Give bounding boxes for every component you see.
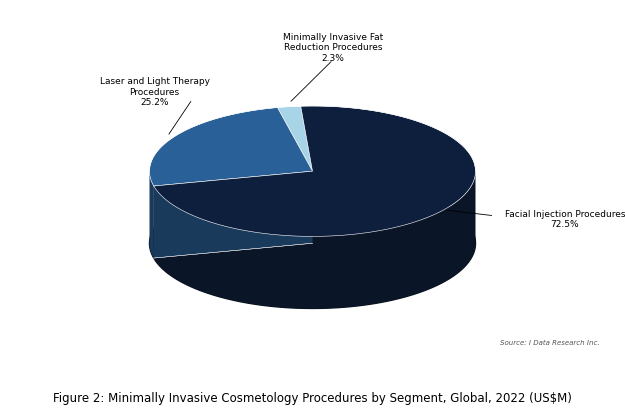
Polygon shape — [278, 106, 312, 171]
Text: Minimally Invasive Fat
Reduction Procedures
2.3%: Minimally Invasive Fat Reduction Procedu… — [283, 33, 383, 63]
Text: Source: I Data Research Inc.: Source: I Data Research Inc. — [501, 339, 600, 346]
Polygon shape — [154, 171, 476, 308]
Polygon shape — [149, 171, 154, 258]
Text: Laser and Light Therapy
Procedures
25.2%: Laser and Light Therapy Procedures 25.2% — [99, 77, 209, 107]
Polygon shape — [154, 171, 312, 258]
Polygon shape — [149, 108, 312, 186]
Text: Facial Injection Procedures
72.5%: Facial Injection Procedures 72.5% — [504, 209, 625, 229]
Polygon shape — [154, 106, 476, 236]
Polygon shape — [149, 178, 476, 308]
Text: Figure 2: Minimally Invasive Cosmetology Procedures by Segment, Global, 2022 (US: Figure 2: Minimally Invasive Cosmetology… — [53, 392, 572, 405]
Polygon shape — [154, 171, 312, 258]
